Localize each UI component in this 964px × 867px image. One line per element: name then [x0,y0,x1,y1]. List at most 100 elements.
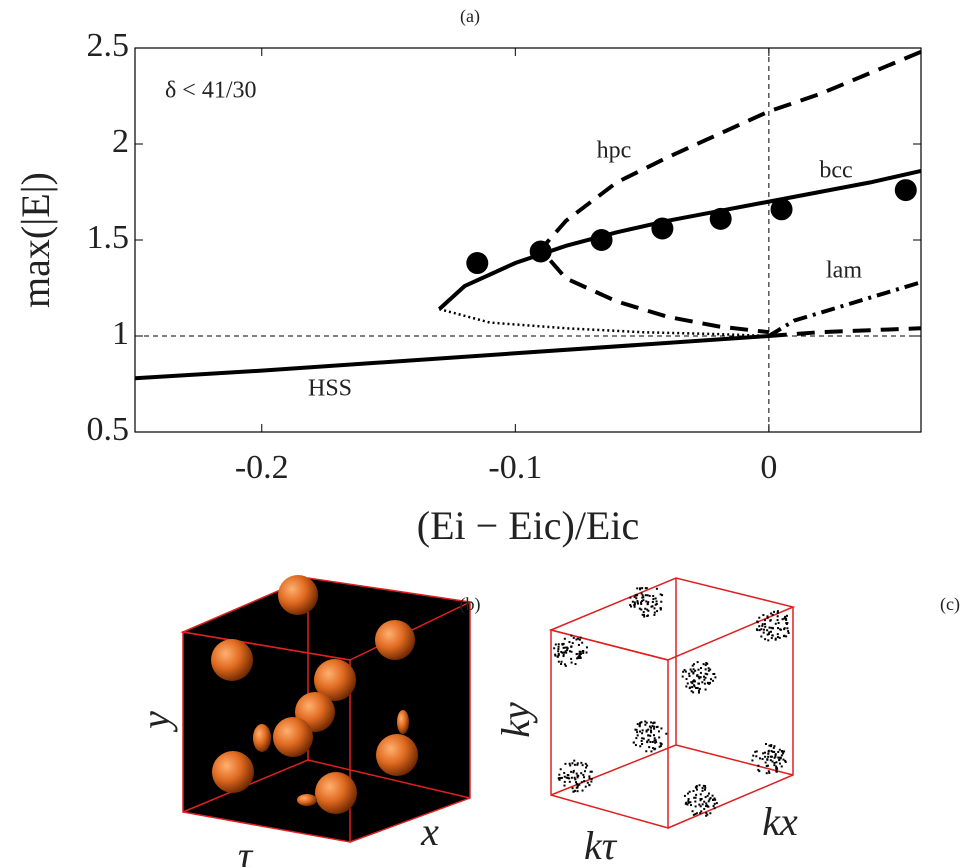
cluster-dot [775,767,778,770]
cluster-dot [767,639,770,642]
cluster-dot [764,761,767,764]
cluster-dot [701,681,704,684]
cluster-dot [783,750,786,753]
cluster-dot [758,616,761,619]
cluster-dot [762,628,765,631]
cluster-dot [581,789,584,792]
cluster-dot [576,785,579,788]
cluster-dot [770,744,773,747]
cluster-dot [649,734,652,737]
cluster-dot [684,670,687,673]
cluster-dot [637,602,640,605]
cluster-dot [757,764,760,767]
cluster-dot [705,811,708,814]
cluster-dot [698,784,701,787]
line [437,168,922,311]
cluster-dot [561,651,564,654]
cluster-dot [641,737,644,740]
cluster-dot [702,784,705,787]
cluster-dot [774,638,777,641]
cluster-dot [690,681,693,684]
cluster-dot [575,781,578,784]
cluster-dot [641,594,644,597]
cluster-dot [646,594,649,597]
cluster-dot [570,657,573,660]
cluster-dot [577,774,580,777]
cluster-dot [648,594,651,597]
cluster-dot [636,600,639,603]
cluster-dot [572,636,575,639]
cluster-dot [580,772,583,775]
plot: 0.5 1 1.5 2 2.5 -0.2 -0.1 0 HSS bcc hpc lam [87,27,922,486]
cluster-dot [692,790,695,793]
cluster-dot [766,629,769,632]
cluster-dot [557,643,560,646]
cluster-dot [633,595,636,598]
cluster-dot [770,755,773,758]
cluster-dot [557,652,560,655]
cluster-dot [754,750,757,753]
cluster-dot [660,600,663,603]
cluster-dot [638,722,641,725]
cluster-dot [704,664,707,667]
cluster-dot [702,675,705,678]
cluster-dot [758,770,761,773]
cluster-dot [557,777,560,780]
cluster-dot [688,672,691,675]
cluster-dot [694,805,697,808]
cluster-dot [696,661,699,664]
cluster-dot [709,681,712,684]
cluster-dot [650,750,653,753]
cluster-dot [771,634,774,637]
cluster-dot [755,750,758,753]
cluster-dot [778,636,781,639]
cluster-dot [631,600,634,603]
cluster-dot [758,625,761,628]
cluster-dot [698,687,701,690]
cluster-dot [688,675,691,678]
cluster-dot [700,810,703,813]
cluster-dot [760,628,763,631]
cluster-dot [639,745,642,748]
cluster-dot [658,736,661,739]
cluster-dot [707,805,710,808]
cluster-dot [560,662,563,665]
cluster-dot [562,646,565,649]
cluster-dot [774,637,777,640]
cluster-dot [700,798,703,801]
cluster-dot [764,751,767,754]
cluster-dot [704,672,707,675]
cluster-dot [574,789,577,792]
cluster-dot [686,682,689,685]
cluster-dot [703,788,706,791]
cluster-dot [706,662,709,665]
cluster-dot [775,761,778,764]
cluster-dot [583,770,586,773]
series-label: bcc [819,158,852,184]
cluster-dot [579,636,582,639]
cluster-dot [635,737,638,740]
cluster-dot [652,598,655,601]
cluster-dot [709,812,712,815]
series-label: HSS [308,376,352,402]
cluster-dot [634,594,637,597]
cluster-dot [714,676,717,679]
cluster-dot [786,622,789,625]
cluster-dot [650,721,653,724]
cluster-dot [768,631,771,634]
marker [651,217,674,240]
cluster-dot [563,775,566,778]
cluster-dot [640,603,643,606]
cluster-dot [645,730,648,733]
cluster-dot [578,638,581,641]
cluster-dot [558,773,561,776]
cluster-dot [641,729,644,732]
cluster-dot [659,607,662,610]
marker [590,229,613,251]
cluster-dot [557,660,560,663]
panel-label: (c) [940,594,960,615]
plot-frame [134,47,922,433]
cluster-dot [582,652,585,655]
cluster-dot [563,637,566,640]
cluster-dot [766,615,769,618]
